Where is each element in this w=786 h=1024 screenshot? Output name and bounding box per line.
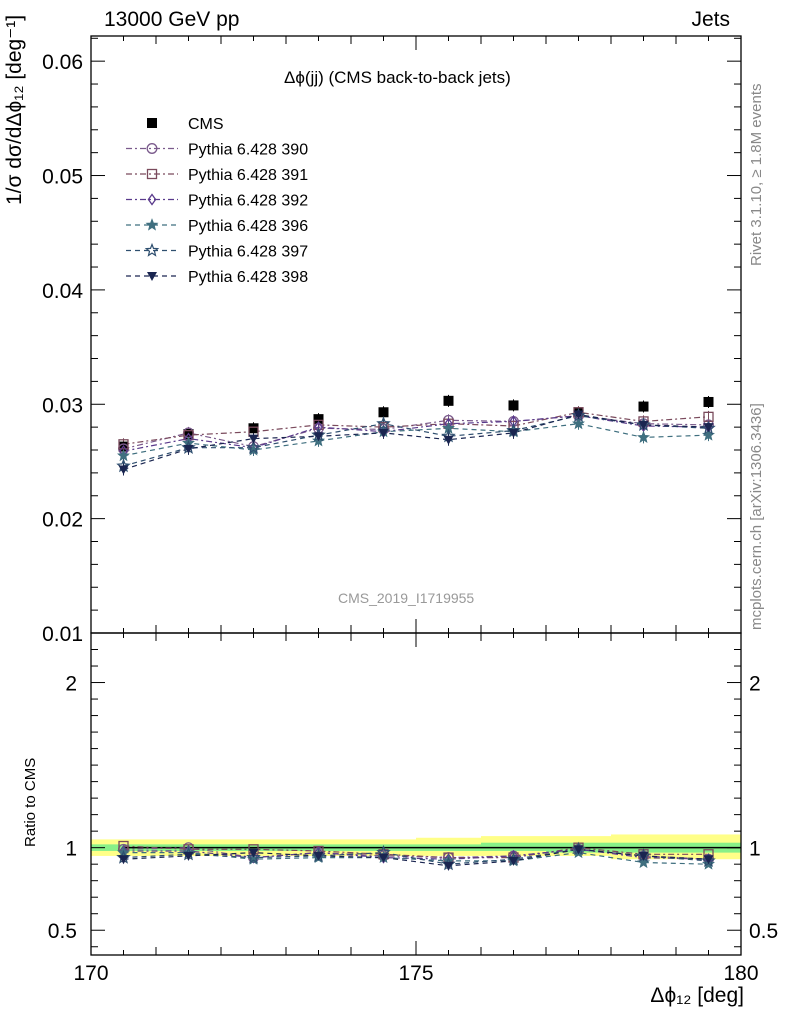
data-point xyxy=(443,435,454,445)
series-lines-main xyxy=(123,394,709,476)
tick-labels: 0.01 0.02 0.03 0.04 0.05 0.06 170 175 180 0.5 0.5 1… xyxy=(42,51,778,985)
data-point xyxy=(573,410,584,420)
ratio-point xyxy=(118,855,129,865)
plot-title: Δϕ(jj) (CMS back-to-back jets) xyxy=(284,68,511,87)
ratio-line-3 xyxy=(123,851,709,865)
ratio-point xyxy=(637,855,650,869)
legend-entry-label: Pythia 6.428 391 xyxy=(188,167,308,184)
legend-marker xyxy=(144,242,160,257)
ratio-point xyxy=(246,849,261,864)
series-line-4 xyxy=(123,423,709,457)
ratio-panel-frame xyxy=(90,632,742,956)
y-tick-label-main: 0.01 xyxy=(42,623,83,646)
legend-entry-label: Pythia 6.428 390 xyxy=(188,142,308,159)
ratio-point xyxy=(183,851,194,861)
ratio-point xyxy=(508,856,519,866)
x-tick-label: 170 xyxy=(73,962,108,985)
data-point xyxy=(118,439,129,450)
x-tick-label: 175 xyxy=(398,962,433,985)
data-point xyxy=(247,443,260,456)
mcplots-reference-label: mcplots.cern.ch [arXiv:1306.3436] xyxy=(748,403,765,630)
series-lines-ratio xyxy=(123,845,709,867)
legend-marker xyxy=(147,193,157,206)
ratio-point xyxy=(703,855,714,865)
y-tick-label-ratio-left: 2 xyxy=(65,673,77,696)
data-point xyxy=(183,444,194,454)
legend-entry-label: CMS xyxy=(188,116,224,133)
data-point xyxy=(118,465,129,475)
x-axis-label: Δϕ₁₂ [deg] xyxy=(650,984,744,1007)
ratio-point xyxy=(638,851,649,861)
series-line-5 xyxy=(123,415,709,467)
data-point xyxy=(314,421,323,434)
data-point xyxy=(443,395,454,406)
y-tick-label-main: 0.04 xyxy=(42,280,83,303)
data-point xyxy=(246,440,261,454)
y-axis-label-main: 1/σ dσ/dΔϕ₁₂ [deg⁻¹] xyxy=(3,14,26,205)
data-point xyxy=(378,428,389,438)
data-point xyxy=(638,401,649,412)
data-point xyxy=(703,423,714,433)
green-band-bin xyxy=(481,842,546,851)
y-tick-label-main: 0.02 xyxy=(42,509,83,532)
legend-entry-label: Pythia 6.428 392 xyxy=(188,193,308,210)
data-point xyxy=(248,434,259,444)
data-point xyxy=(508,400,519,411)
legend-entry-label: Pythia 6.428 396 xyxy=(188,218,308,235)
y-tick-label-main: 0.05 xyxy=(42,166,83,189)
y-tick-label-ratio-right: 1 xyxy=(749,838,761,861)
data-point xyxy=(702,428,715,441)
data-point xyxy=(313,414,324,425)
y-tick-label-ratio-right: 0.5 xyxy=(749,920,778,943)
legend-entry-label: Pythia 6.428 397 xyxy=(188,244,308,261)
series-line-2 xyxy=(123,411,709,445)
x-tick-label: 180 xyxy=(723,962,758,985)
ratio-point xyxy=(443,861,454,871)
y-axis-label-ratio: Ratio to CMS xyxy=(22,757,39,847)
legend-marker xyxy=(147,118,157,128)
y-tick-label-ratio-right: 2 xyxy=(749,673,761,696)
series-line-6 xyxy=(123,413,709,471)
y-tick-label-main: 0.03 xyxy=(42,394,83,417)
rivet-version-label: Rivet 3.1.10, ≥ 1.8M events xyxy=(748,83,765,267)
series-markers-ratio xyxy=(116,840,716,871)
legend-marker xyxy=(147,272,157,281)
legend: CMS Pythia 6.428 390 Pythia 6.428 391 Pythi… xyxy=(126,116,308,286)
y-tick-label-main: 0.06 xyxy=(42,51,83,74)
y-tick-label-ratio-left: 0.5 xyxy=(48,920,77,943)
data-point xyxy=(637,430,650,443)
series-line-1 xyxy=(123,415,709,450)
ratio-point xyxy=(248,848,259,858)
data-point xyxy=(313,432,324,442)
ratio-point xyxy=(313,851,324,861)
data-point xyxy=(638,420,649,430)
data-point xyxy=(378,407,389,418)
data-point xyxy=(248,423,259,434)
ratio-point xyxy=(573,845,584,855)
ratio-line-5 xyxy=(123,848,709,867)
data-point xyxy=(117,448,130,462)
data-point xyxy=(376,416,391,430)
axes-frame xyxy=(90,35,742,956)
ratio-point xyxy=(378,853,389,863)
legend-marker xyxy=(145,218,159,231)
y-tick-label-ratio-left: 1 xyxy=(65,838,77,861)
legend-marker xyxy=(146,143,158,154)
legend-entry-label: Pythia 6.428 398 xyxy=(188,269,308,286)
series-markers-main xyxy=(116,395,716,475)
analysis-watermark: CMS_2019_I1719955 xyxy=(338,590,475,606)
legend-marker xyxy=(146,168,158,180)
data-point xyxy=(508,428,519,438)
data-point xyxy=(703,396,714,407)
header-energy-label: 13000 GeV pp xyxy=(104,8,240,31)
header-category-label: Jets xyxy=(691,8,730,31)
